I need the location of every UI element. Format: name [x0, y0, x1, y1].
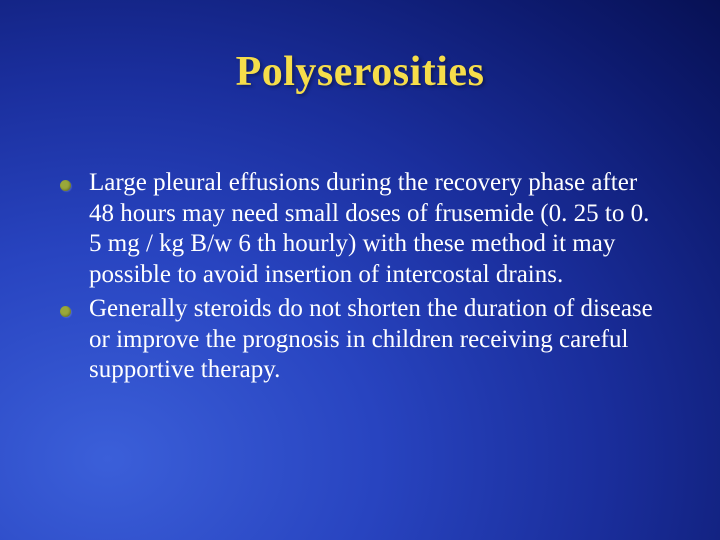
bullet-text: Large pleural effusions during the recov… [89, 168, 668, 290]
list-item: Large pleural effusions during the recov… [60, 168, 668, 290]
bullet-icon [60, 180, 71, 191]
list-item: Generally steroids do not shorten the du… [60, 294, 668, 386]
bullet-text: Generally steroids do not shorten the du… [89, 294, 668, 386]
bullet-icon [60, 306, 71, 317]
slide-content: Large pleural effusions during the recov… [60, 168, 668, 390]
slide: Polyserosities Large pleural effusions d… [0, 0, 720, 540]
slide-title: Polyserosities [0, 0, 720, 96]
